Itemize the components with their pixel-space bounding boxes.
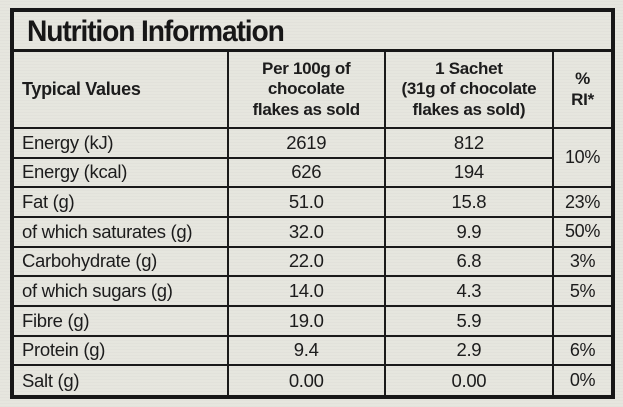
ri-cell: 5% xyxy=(552,275,612,307)
nutrition-label: Nutrition Information Typical Values Per… xyxy=(10,8,615,399)
header-ri: % RI* xyxy=(552,51,612,129)
table-row: of which saturates (g) 32.0 9.9 50% xyxy=(13,215,612,248)
nutrient-label-cell: of which sugars (g) xyxy=(13,275,229,307)
sachet-cell: 9.9 xyxy=(383,215,555,248)
nutrient-label-cell: Fat (g) xyxy=(13,186,229,218)
per-100g-cell: 14.0 xyxy=(226,275,386,307)
table-row: Fat (g) 51.0 15.8 23% xyxy=(13,186,612,218)
table-row: Energy (kcal) 626 194 xyxy=(13,156,611,189)
sachet-cell: 15.8 xyxy=(383,186,555,218)
nutrient-label-cell: of which saturates (g) xyxy=(13,215,229,248)
per-100g-cell: 626 xyxy=(226,156,386,189)
nutrient-label-cell: Protein (g) xyxy=(13,334,229,367)
nutrient-label-cell: Carbohydrate (g) xyxy=(13,245,229,278)
sachet-cell: 2.9 xyxy=(383,334,555,367)
header-typical-values: Typical Values xyxy=(13,51,229,129)
ri-cell xyxy=(552,304,612,337)
sachet-cell: 194 xyxy=(383,156,555,189)
ri-cell: 50% xyxy=(552,215,612,248)
nutrient-label-cell: Fibre (g) xyxy=(13,304,229,337)
title-bar: Nutrition Information xyxy=(14,12,611,52)
nutrient-label-cell: Energy (kJ) xyxy=(13,127,229,159)
ri-cell: 0% xyxy=(552,364,612,396)
nutrient-label-cell: Salt (g) xyxy=(13,364,229,396)
sachet-cell: 0.00 xyxy=(383,364,555,396)
ri-cell: 3% xyxy=(552,245,612,278)
per-100g-cell: 22.0 xyxy=(226,245,386,278)
per-100g-cell: 32.0 xyxy=(226,215,386,248)
table-row: Fibre (g) 19.0 5.9 xyxy=(13,304,612,337)
page-title: Nutrition Information xyxy=(27,14,285,48)
ri-cell: 10% xyxy=(552,126,612,189)
nutrient-label-cell: Energy (kcal) xyxy=(13,156,229,189)
table-row: of which sugars (g) 14.0 4.3 5% xyxy=(13,275,612,307)
sachet-cell: 4.3 xyxy=(383,275,555,307)
per-100g-cell: 9.4 xyxy=(226,334,386,367)
sachet-cell: 5.9 xyxy=(383,304,555,337)
sachet-cell: 812 xyxy=(383,127,555,159)
table-row: Salt (g) 0.00 0.00 0% xyxy=(13,364,612,396)
per-100g-cell: 0.00 xyxy=(226,364,386,396)
per-100g-cell: 51.0 xyxy=(226,186,386,218)
ri-cell: 23% xyxy=(552,186,612,218)
header-per-100g: Per 100g of chocolate flakes as sold xyxy=(226,51,386,129)
ri-cell: 6% xyxy=(552,334,612,367)
table-row: Carbohydrate (g) 22.0 6.8 3% xyxy=(13,245,612,278)
table-row: Protein (g) 9.4 2.9 6% xyxy=(13,334,612,367)
per-100g-cell: 2619 xyxy=(226,127,386,159)
header-sachet: 1 Sachet (31g of chocolate flakes as sol… xyxy=(383,51,555,129)
per-100g-cell: 19.0 xyxy=(226,304,386,337)
sachet-cell: 6.8 xyxy=(383,245,555,278)
header-row: Typical Values Per 100g of chocolate fla… xyxy=(13,51,612,129)
table-row: Energy (kJ) 2619 812 10% xyxy=(13,126,612,189)
nutrition-table: Typical Values Per 100g of chocolate fla… xyxy=(13,51,612,396)
